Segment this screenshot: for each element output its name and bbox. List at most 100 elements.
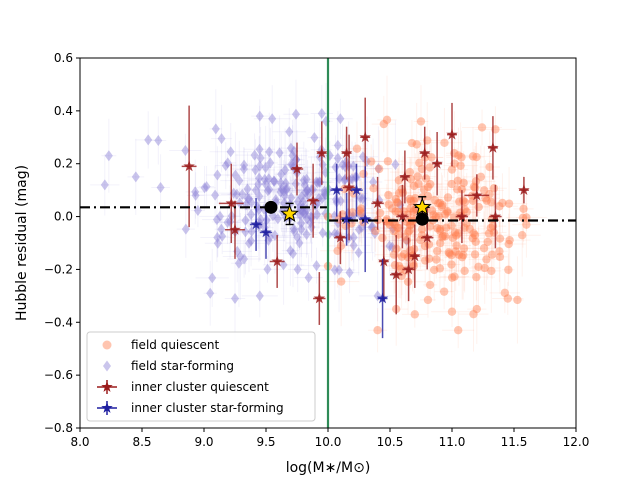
field-quiescent-point bbox=[410, 181, 419, 191]
field-quiescent-point bbox=[394, 223, 403, 232]
field-quiescent-point bbox=[367, 157, 376, 166]
field-star-forming-point bbox=[320, 188, 329, 200]
legend-label-inner-cluster-star-forming: inner cluster star-forming bbox=[131, 401, 284, 415]
field-star-forming-point bbox=[289, 223, 298, 235]
field-quiescent-point bbox=[453, 176, 462, 185]
field-quiescent-point bbox=[454, 250, 464, 259]
field-quiescent-point bbox=[414, 179, 423, 189]
field-quiescent-point bbox=[409, 207, 418, 217]
field-star-forming-point bbox=[247, 225, 256, 237]
field-quiescent-point bbox=[495, 247, 504, 256]
field-quiescent-point bbox=[426, 179, 435, 189]
field-quiescent-point bbox=[430, 265, 439, 275]
field-star-forming-point bbox=[181, 223, 190, 235]
field-star-forming-point bbox=[391, 158, 400, 170]
field-star-forming-point bbox=[216, 210, 225, 222]
field-quiescent-point bbox=[479, 243, 489, 253]
field-star-forming-point bbox=[261, 162, 270, 174]
field-star-forming-point bbox=[277, 168, 286, 180]
field-quiescent-point bbox=[505, 235, 514, 245]
field-star-forming-point bbox=[208, 272, 217, 284]
field-star-forming-point bbox=[293, 231, 302, 243]
field-quiescent-point bbox=[457, 252, 467, 262]
field-quiescent-point bbox=[413, 172, 422, 181]
field-star-forming-point bbox=[131, 171, 140, 183]
field-quiescent-point bbox=[385, 220, 394, 229]
inner-star-forming-point bbox=[350, 184, 363, 195]
field-quiescent-point bbox=[465, 224, 474, 234]
field-quiescent-point bbox=[390, 220, 399, 229]
field-quiescent-point bbox=[429, 210, 438, 219]
field-quiescent-point bbox=[443, 208, 452, 217]
field-quiescent-point bbox=[423, 295, 433, 305]
field-star-forming-point bbox=[357, 221, 366, 233]
field-star-forming-point bbox=[351, 171, 360, 183]
field-quiescent-point bbox=[504, 199, 514, 208]
field-star-forming-point bbox=[388, 241, 397, 253]
field-star-forming-point bbox=[263, 263, 272, 275]
field-quiescent-point bbox=[401, 232, 410, 241]
inner-quiescent-point bbox=[316, 147, 328, 158]
field-quiescent-point bbox=[449, 213, 459, 222]
x-axis-label: log(M∗/M⊙) bbox=[286, 460, 371, 476]
legend: field quiescent field star-forming inner… bbox=[86, 331, 316, 422]
field-quiescent-point bbox=[470, 230, 480, 240]
field-quiescent-point bbox=[456, 161, 465, 170]
field-star-forming-point bbox=[318, 227, 327, 239]
field-quiescent-point bbox=[416, 117, 426, 126]
field-star-forming-point bbox=[265, 184, 274, 196]
field-star-forming-point bbox=[247, 197, 256, 209]
field-star-forming-point bbox=[256, 152, 265, 164]
field-star-forming-point bbox=[290, 225, 299, 237]
field-quiescent-point bbox=[447, 260, 456, 269]
field-quiescent-point bbox=[405, 167, 414, 177]
field-quiescent-point bbox=[355, 206, 364, 215]
x-tick-label: 10.0 bbox=[315, 435, 342, 449]
y-tick-label: −0.2 bbox=[44, 262, 73, 276]
high-mass-inner-mean-marker bbox=[412, 197, 432, 216]
field-star-forming-point bbox=[260, 173, 269, 185]
field-star-forming-point bbox=[280, 197, 289, 209]
field-star-forming-point bbox=[247, 209, 256, 221]
field-quiescent-point bbox=[447, 250, 456, 260]
field-quiescent-point bbox=[486, 223, 496, 233]
field-star-forming-point bbox=[288, 248, 297, 260]
field-quiescent-point bbox=[417, 225, 427, 234]
field-star-forming-point bbox=[320, 185, 329, 197]
inner-quiescent-point bbox=[390, 268, 402, 280]
field-star-forming-point bbox=[181, 145, 190, 156]
field-star-forming-point bbox=[261, 178, 270, 190]
field-quiescent-point bbox=[480, 263, 489, 273]
field-quiescent-point bbox=[435, 264, 445, 273]
field-star-forming-point bbox=[295, 237, 304, 249]
field-quiescent-point bbox=[425, 163, 434, 172]
field-quiescent-point bbox=[443, 206, 452, 216]
field-quiescent-point bbox=[357, 208, 366, 218]
legend-label-field-quiescent: field quiescent bbox=[131, 338, 219, 352]
field-quiescent-point bbox=[459, 178, 468, 188]
field-star-forming-point bbox=[368, 221, 377, 233]
field-quiescent-point bbox=[447, 165, 457, 174]
inner-quiescent-point bbox=[334, 231, 347, 243]
field-quiescent-point bbox=[458, 250, 468, 260]
inner-quiescent-point bbox=[359, 131, 371, 143]
y-tick-label: 0.6 bbox=[54, 51, 73, 65]
field-star-forming-point bbox=[336, 195, 345, 207]
field-star-forming-point bbox=[303, 189, 312, 201]
field-star-forming-point bbox=[293, 263, 302, 275]
field-quiescent-point bbox=[409, 259, 418, 269]
field-star-forming-point bbox=[281, 177, 290, 189]
field-quiescent-point bbox=[440, 138, 449, 147]
field-star-forming-point bbox=[286, 245, 295, 257]
x-tick-label: 11.5 bbox=[501, 435, 528, 449]
field-star-forming-point bbox=[250, 149, 259, 161]
field-star-forming-point bbox=[388, 223, 397, 235]
field-quiescent-point bbox=[462, 207, 471, 217]
field-quiescent-point bbox=[470, 250, 480, 259]
field-star-forming-point bbox=[385, 240, 394, 252]
field-star-forming-point bbox=[265, 146, 274, 158]
field-star-forming-point bbox=[268, 113, 277, 125]
field-star-forming-point bbox=[292, 153, 301, 165]
inner-quiescent-point bbox=[399, 170, 411, 182]
field-star-forming-point bbox=[333, 152, 342, 164]
